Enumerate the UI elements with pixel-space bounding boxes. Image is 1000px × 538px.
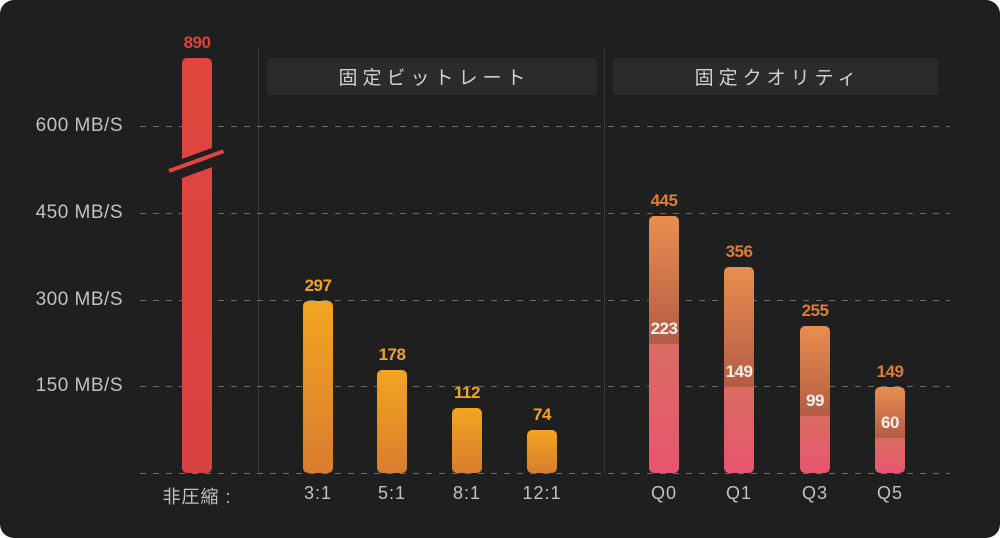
bar-value-label: 890 xyxy=(183,33,211,52)
y-axis-label: 150 MB/S xyxy=(35,375,123,396)
x-axis-label: Q3 xyxy=(801,483,829,503)
bar-value-label: 149 xyxy=(876,362,904,381)
bar-12:1: 74 12:1 xyxy=(522,405,560,503)
gridline xyxy=(140,213,950,215)
gridline xyxy=(140,386,950,388)
bar-upper-segment xyxy=(800,326,830,416)
bar-value-label: 297 xyxy=(304,276,332,295)
bar-value-label: 445 xyxy=(650,191,678,210)
bar-Q1: 149 356 Q1 xyxy=(724,242,754,503)
x-axis-label: Q1 xyxy=(725,483,753,503)
bar-value-label: 255 xyxy=(801,301,829,320)
bar-inner-value-label: 149 xyxy=(725,362,753,381)
x-axis-label: 8:1 xyxy=(452,483,482,503)
x-axis-label: 非圧縮 : xyxy=(162,487,232,507)
bar-5:1: 178 5:1 xyxy=(377,345,407,503)
bar-非圧縮:: 890 非圧縮 : xyxy=(162,33,230,507)
bar-upper-segment xyxy=(875,387,905,438)
bar-lower-segment xyxy=(724,387,754,473)
group-header-fixed-quality: 固定クオリティ xyxy=(613,58,938,95)
group-divider-left xyxy=(258,48,259,473)
y-axis-label: 450 MB/S xyxy=(35,202,123,223)
x-axis-baseline xyxy=(140,473,950,475)
bar-inner-value-label: 99 xyxy=(806,391,824,410)
bar-3:1: 297 3:1 xyxy=(303,276,333,503)
bar-inner-value-label: 60 xyxy=(881,413,899,432)
bar-value-label: 74 xyxy=(533,405,551,424)
bar-value-label: 178 xyxy=(378,345,406,364)
y-axis-label: 600 MB/S xyxy=(35,115,123,136)
x-axis-label: 5:1 xyxy=(377,483,407,503)
group-divider-right xyxy=(604,48,605,473)
bar-Q5: 60 149 Q5 xyxy=(875,362,905,503)
gridline xyxy=(140,300,950,302)
bar-upper-segment xyxy=(724,267,754,387)
bar-upper-segment xyxy=(649,216,679,344)
bar-Q0: 223 445 Q0 xyxy=(649,191,679,503)
gridline xyxy=(140,126,950,128)
x-axis-label: 12:1 xyxy=(522,483,562,503)
bar-lower-segment xyxy=(649,344,679,473)
bar-lower-segment xyxy=(875,438,905,473)
bar-value-label: 112 xyxy=(454,383,480,402)
bar-value-label: 356 xyxy=(725,242,753,261)
x-axis-label: 3:1 xyxy=(303,483,333,503)
bar-8:1: 112 8:1 xyxy=(452,383,482,503)
x-axis-label: Q0 xyxy=(650,483,678,503)
y-axis-label: 300 MB/S xyxy=(35,289,123,310)
bar-inner-value-label: 223 xyxy=(650,319,678,338)
axis-break-icon xyxy=(166,144,228,182)
bar-Q3: 99 255 Q3 xyxy=(800,301,830,503)
x-axis-label: Q5 xyxy=(876,483,904,503)
bar-lower-segment xyxy=(800,416,830,473)
group-header-fixed-bitrate: 固定ビットレート xyxy=(267,58,597,95)
